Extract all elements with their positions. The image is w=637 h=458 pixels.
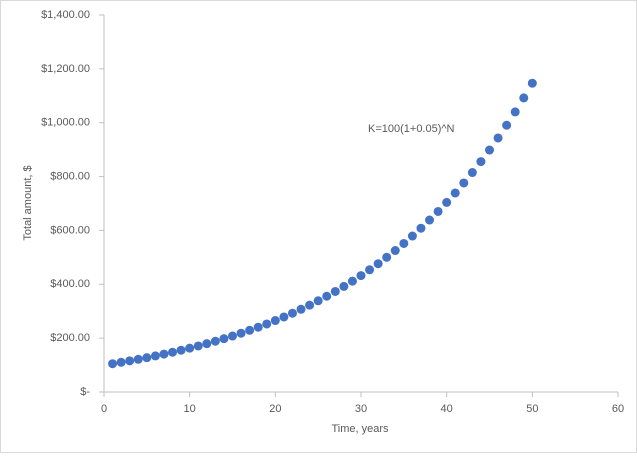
point (236, 328, 246, 338)
annotation: K=100(1+0.05)^N (368, 123, 455, 135)
point (493, 133, 503, 143)
point (356, 271, 366, 281)
point (476, 157, 486, 167)
point (373, 259, 383, 269)
point (185, 343, 195, 353)
point (202, 339, 212, 349)
point (219, 334, 229, 344)
y-axis-label: Total amount, $ (22, 165, 34, 240)
point (442, 197, 452, 207)
point (279, 312, 289, 322)
point (510, 107, 520, 117)
y-tick-label: $400.00 (50, 278, 90, 290)
point (425, 215, 435, 225)
point (467, 168, 477, 178)
point (339, 281, 349, 291)
point (416, 223, 426, 233)
x-tick-label: 40 (441, 403, 453, 415)
point (382, 252, 392, 262)
point (450, 188, 460, 198)
point (125, 356, 135, 366)
x-tick-label: 60 (612, 403, 624, 415)
point (330, 286, 340, 296)
point (193, 341, 203, 351)
y-tick-label: $800.00 (50, 170, 90, 182)
point (245, 325, 255, 335)
point (407, 231, 417, 241)
point (133, 354, 143, 364)
y-tick-label: $200.00 (50, 332, 90, 344)
point (399, 238, 409, 248)
point (176, 345, 186, 355)
point (313, 296, 323, 306)
x-axis-label: Time, years (331, 423, 389, 435)
point (519, 93, 529, 103)
y-tick-label: $600.00 (50, 224, 90, 236)
point (502, 120, 512, 130)
y-tick-label: $1,000.00 (41, 117, 90, 129)
x-tick-label: 0 (101, 403, 107, 415)
x-tick-label: 50 (526, 403, 538, 415)
y-tick-label: $1,200.00 (41, 63, 90, 75)
point (142, 353, 152, 363)
point (365, 265, 375, 275)
point (459, 178, 469, 188)
y-tick-label: $1,400.00 (41, 9, 90, 21)
point (347, 276, 357, 286)
point (485, 145, 494, 155)
point (527, 78, 537, 88)
point (168, 347, 178, 357)
point (108, 359, 118, 369)
point (305, 300, 315, 310)
point (262, 319, 272, 329)
point (287, 308, 297, 318)
x-tick-label: 30 (355, 403, 367, 415)
point (253, 322, 263, 332)
point (322, 291, 332, 301)
point (296, 304, 306, 314)
point (228, 331, 237, 341)
point (159, 349, 169, 359)
x-tick-label: 20 (269, 403, 281, 415)
point (433, 206, 443, 216)
point (210, 336, 220, 346)
y-tick-label: $- (80, 386, 90, 398)
point (150, 351, 160, 361)
point (270, 316, 280, 326)
point (390, 246, 400, 256)
point (116, 357, 126, 367)
x-tick-label: 10 (184, 403, 196, 415)
